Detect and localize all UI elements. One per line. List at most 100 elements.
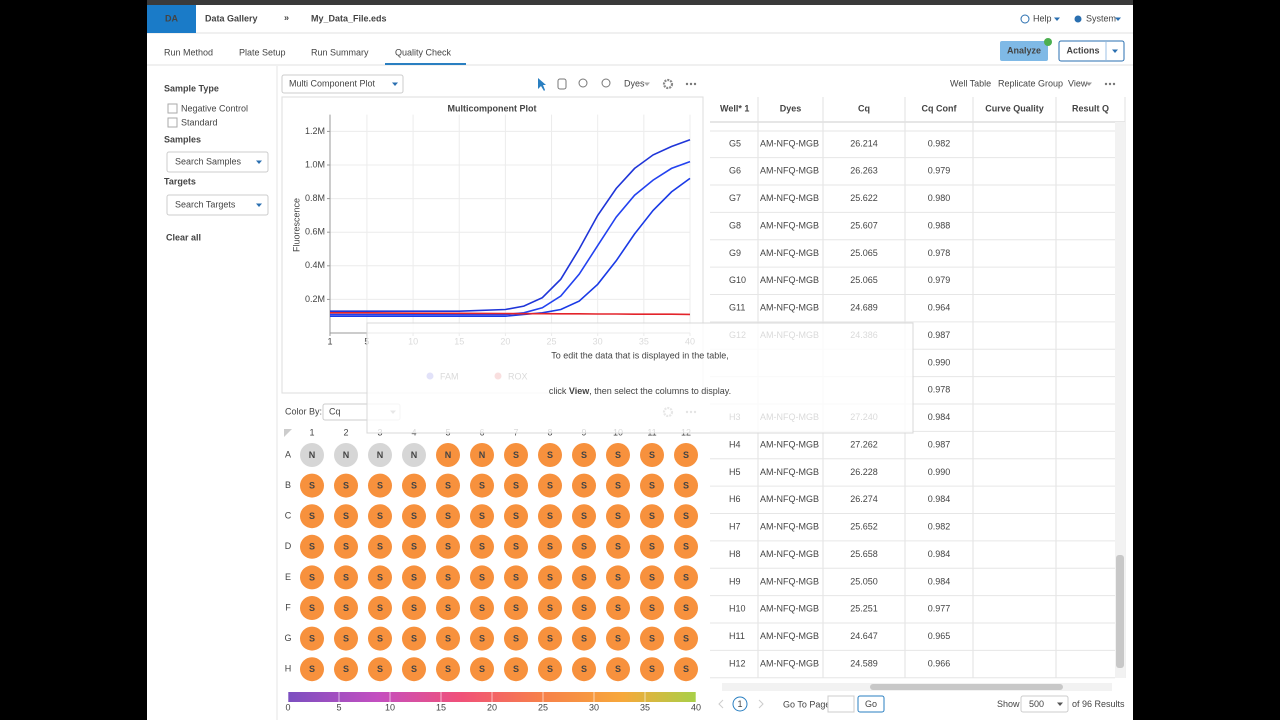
column-header[interactable]: Result Q — [1072, 103, 1109, 113]
plate-well[interactable] — [606, 596, 630, 620]
plate-well[interactable] — [300, 443, 324, 467]
plate-well[interactable] — [606, 504, 630, 529]
plate-well[interactable] — [436, 473, 460, 498]
view-menu[interactable]: View — [1068, 78, 1088, 88]
breadcrumb-link[interactable]: Data Gallery — [205, 13, 258, 23]
plate-well[interactable] — [538, 596, 562, 620]
plate-well[interactable] — [538, 473, 562, 498]
page-input[interactable] — [827, 695, 855, 713]
dyes-menu[interactable]: Dyes — [624, 78, 645, 88]
plate-well[interactable] — [504, 657, 528, 682]
plate-well[interactable] — [436, 443, 460, 467]
plate-well[interactable] — [572, 473, 596, 498]
plate-well[interactable] — [470, 657, 494, 682]
column-header[interactable]: Curve Quality — [985, 103, 1044, 113]
plate-well[interactable] — [334, 565, 358, 590]
plate-well[interactable] — [572, 626, 596, 651]
plate-well[interactable] — [606, 626, 630, 651]
column-header[interactable]: Cq — [858, 103, 870, 113]
page-indicator[interactable] — [732, 696, 748, 712]
plate-well[interactable] — [436, 657, 460, 682]
plate-well[interactable] — [470, 504, 494, 529]
plate-well[interactable] — [538, 565, 562, 590]
plate-well[interactable] — [334, 596, 358, 620]
plate-well[interactable] — [538, 626, 562, 651]
plate-well[interactable] — [640, 504, 664, 529]
plate-well[interactable] — [334, 504, 358, 529]
plate-well[interactable] — [640, 534, 664, 559]
plate-well[interactable] — [504, 565, 528, 590]
tab[interactable]: Plate Setup — [239, 47, 286, 57]
plate-well[interactable] — [674, 596, 698, 620]
plate-well[interactable] — [368, 443, 392, 467]
column-header[interactable]: Cq Conf — [922, 103, 958, 113]
plate-well[interactable] — [538, 504, 562, 529]
plot-select[interactable] — [281, 74, 404, 94]
tab[interactable]: Run Method — [164, 47, 213, 57]
plate-well[interactable] — [300, 657, 324, 682]
system-menu[interactable]: System — [1086, 13, 1116, 23]
plate-well[interactable] — [640, 443, 664, 467]
go-button[interactable] — [857, 695, 885, 713]
plate-well[interactable] — [368, 534, 392, 559]
checkbox[interactable] — [167, 117, 178, 128]
plate-well[interactable] — [436, 626, 460, 651]
plate-well[interactable] — [674, 504, 698, 529]
plate-well[interactable] — [572, 504, 596, 529]
plate-well[interactable] — [640, 657, 664, 682]
settings-icon[interactable] — [662, 78, 674, 90]
tab[interactable]: Run Summary — [311, 47, 369, 57]
plate-well[interactable] — [368, 596, 392, 620]
clear-all-link[interactable]: Clear all — [166, 232, 201, 242]
plate-well[interactable] — [504, 626, 528, 651]
plate-well[interactable] — [470, 534, 494, 559]
plate-well[interactable] — [368, 504, 392, 529]
plate-well[interactable] — [470, 565, 494, 590]
plate-well[interactable] — [674, 565, 698, 590]
plate-well[interactable] — [640, 565, 664, 590]
plate-well[interactable] — [368, 626, 392, 651]
plate-well[interactable] — [334, 443, 358, 467]
tab[interactable]: Quality Check — [395, 47, 452, 57]
plate-well[interactable] — [572, 443, 596, 467]
plate-well[interactable] — [470, 443, 494, 467]
replicate-group-toggle[interactable]: Replicate Group — [998, 78, 1063, 88]
plate-well[interactable] — [300, 626, 324, 651]
plate-well[interactable] — [402, 596, 426, 620]
plate-well[interactable] — [640, 596, 664, 620]
plate-well[interactable] — [572, 565, 596, 590]
plate-well[interactable] — [606, 473, 630, 498]
plate-well[interactable] — [402, 534, 426, 559]
plate-well[interactable] — [334, 626, 358, 651]
plate-well[interactable] — [674, 626, 698, 651]
plate-well[interactable] — [300, 504, 324, 529]
plate-well[interactable] — [470, 626, 494, 651]
pointer-tool[interactable] — [538, 78, 546, 91]
horizontal-scroll-thumb[interactable] — [870, 684, 1063, 690]
plate-well[interactable] — [402, 504, 426, 529]
help-menu[interactable]: Help — [1033, 13, 1052, 23]
search-select[interactable] — [166, 151, 269, 173]
plate-well[interactable] — [504, 473, 528, 498]
actions-button[interactable] — [1058, 40, 1125, 62]
plate-well[interactable] — [606, 657, 630, 682]
next-page[interactable] — [758, 699, 764, 709]
plate-well[interactable] — [300, 534, 324, 559]
plate-well[interactable] — [368, 657, 392, 682]
plate-well[interactable] — [402, 657, 426, 682]
plate-well[interactable] — [470, 596, 494, 620]
plate-well[interactable] — [368, 565, 392, 590]
plate-well[interactable] — [504, 534, 528, 559]
plate-well[interactable] — [300, 596, 324, 620]
plate-well[interactable] — [300, 473, 324, 498]
search-select[interactable] — [166, 194, 269, 216]
plate-well[interactable] — [334, 473, 358, 498]
plate-well[interactable] — [640, 473, 664, 498]
plate-well[interactable] — [606, 443, 630, 467]
plate-well[interactable] — [572, 596, 596, 620]
plate-well[interactable] — [402, 443, 426, 467]
plate-well[interactable] — [674, 534, 698, 559]
plate-well[interactable] — [640, 626, 664, 651]
zoom-out-tool[interactable] — [601, 78, 611, 88]
plate-well[interactable] — [538, 534, 562, 559]
